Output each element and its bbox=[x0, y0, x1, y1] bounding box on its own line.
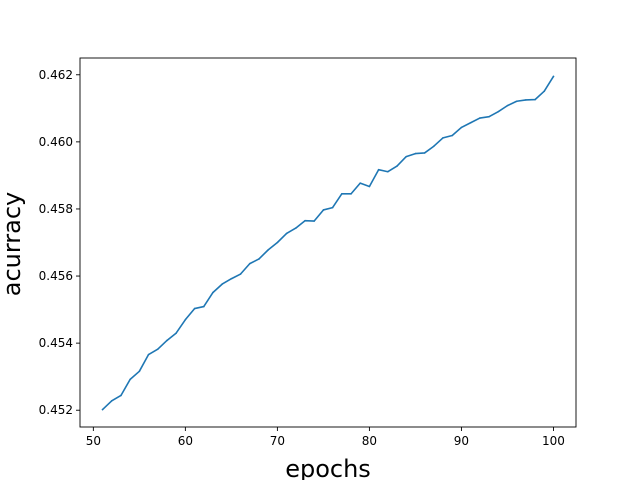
data-point bbox=[276, 241, 279, 244]
data-point bbox=[129, 378, 131, 381]
x-tick-label: 50 bbox=[86, 434, 101, 448]
data-point bbox=[488, 115, 490, 118]
data-point bbox=[451, 134, 454, 137]
data-point bbox=[543, 90, 546, 93]
y-axis-title: acurracy bbox=[0, 192, 26, 297]
data-point bbox=[285, 232, 288, 235]
data-point bbox=[221, 283, 223, 285]
data-point bbox=[396, 165, 398, 167]
data-point bbox=[212, 291, 214, 294]
data-point bbox=[433, 145, 435, 148]
data-point bbox=[552, 75, 555, 78]
data-point bbox=[423, 152, 426, 154]
data-point bbox=[525, 99, 527, 101]
data-point bbox=[341, 193, 343, 195]
data-point bbox=[515, 100, 518, 103]
data-point bbox=[120, 394, 122, 397]
y-tick-label: 0.456 bbox=[39, 269, 73, 283]
data-point bbox=[534, 98, 536, 101]
data-point bbox=[322, 209, 325, 211]
data-point bbox=[175, 332, 177, 334]
data-point bbox=[350, 193, 352, 195]
data-point bbox=[377, 168, 380, 171]
y-tick-label: 0.458 bbox=[39, 202, 73, 216]
series-line-0 bbox=[101, 75, 555, 411]
y-tick-label: 0.452 bbox=[39, 403, 73, 417]
x-tick-label: 100 bbox=[542, 434, 565, 448]
data-point bbox=[230, 277, 233, 280]
data-point bbox=[387, 170, 389, 173]
x-tick-label: 80 bbox=[362, 434, 377, 448]
data-point bbox=[202, 305, 205, 308]
plot-area bbox=[101, 75, 555, 411]
data-point bbox=[479, 117, 481, 119]
axes-frame bbox=[79, 57, 577, 428]
data-point bbox=[239, 273, 242, 275]
x-axis-title: epochs bbox=[285, 455, 371, 480]
y-tick-label: 0.460 bbox=[39, 135, 73, 149]
data-point bbox=[506, 104, 509, 107]
x-tick-label: 60 bbox=[178, 434, 193, 448]
y-tick-label: 0.454 bbox=[39, 336, 73, 350]
data-point bbox=[101, 408, 104, 411]
data-point bbox=[110, 400, 113, 402]
data-point bbox=[184, 318, 187, 321]
data-point bbox=[331, 206, 334, 209]
data-point bbox=[166, 339, 168, 342]
data-point bbox=[156, 348, 159, 350]
data-point bbox=[368, 185, 371, 188]
x-tick-label: 70 bbox=[270, 434, 285, 448]
axes: 50 60 70 80 90 100 0.452 0.454 0.456 0.458 0.460 0.… bbox=[39, 57, 577, 448]
data-point bbox=[405, 155, 408, 158]
data-point bbox=[248, 262, 251, 265]
data-point bbox=[294, 227, 297, 229]
data-point bbox=[267, 249, 269, 251]
y-tick-label: 0.462 bbox=[39, 68, 73, 82]
data-point bbox=[138, 370, 141, 373]
data-point bbox=[193, 307, 196, 310]
data-point bbox=[304, 219, 306, 222]
data-point bbox=[442, 137, 444, 139]
data-point bbox=[359, 182, 362, 184]
data-point bbox=[460, 126, 463, 129]
x-tick-label: 90 bbox=[454, 434, 469, 448]
data-point bbox=[313, 220, 316, 222]
data-point bbox=[147, 353, 150, 356]
data-point bbox=[469, 121, 472, 124]
data-point bbox=[258, 258, 260, 260]
data-point bbox=[414, 152, 417, 155]
data-point bbox=[497, 110, 500, 113]
